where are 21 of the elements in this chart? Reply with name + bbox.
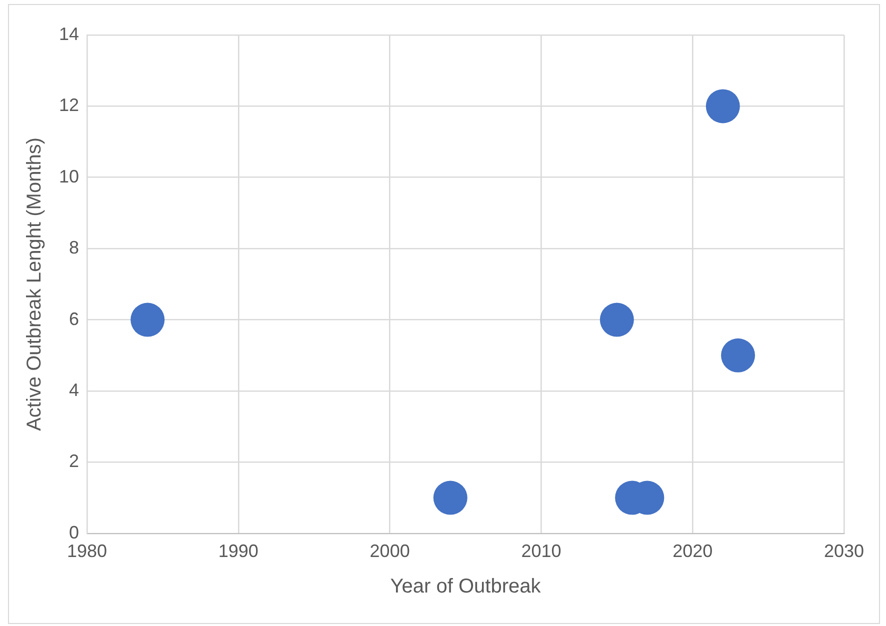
y-tick-label: 10 [58,166,80,186]
y-tick-label: 14 [58,24,80,44]
point [130,302,165,337]
point [721,338,756,372]
y-axis-title: Active Outbreak Lenght (Months) [24,137,46,431]
y-tick-label: 4 [69,380,80,400]
y-tick-label: 8 [69,238,80,258]
x-tick-label: 1980 [67,541,108,562]
x-tick-label: 1990 [218,541,258,562]
x-tick-label: 2010 [521,541,562,562]
x-tick-label: 2000 [370,541,410,562]
point [433,480,468,515]
y-tick-label: 2 [69,451,80,472]
point [706,89,740,124]
y-tick-label: 0 [69,522,80,542]
x-axis-title: Year of Outbreak [390,576,542,598]
point [600,302,634,337]
x-tick-label: 2030 [824,541,864,562]
y-tick-label: 12 [58,95,80,116]
x-tick-label: 2020 [672,541,713,562]
y-tick-label: 6 [69,308,80,329]
